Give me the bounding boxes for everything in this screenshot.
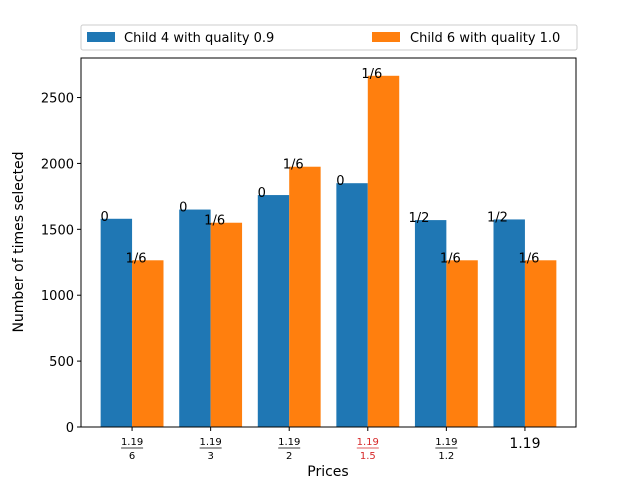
bar-series-1-cat-1 [100,218,133,427]
x-tick-label: 1.19 [509,436,540,452]
legend-frame [80,24,578,51]
bar-series-1-cat-3 [257,195,290,427]
bar-series-2-cat-3 [289,166,321,427]
bar-value-label-series-2-cat-2: 1/6 [204,214,225,229]
x-tick-label-denominator: 1.2 [438,451,454,462]
x-tick-label-denominator: 1.5 [360,451,376,462]
bar-series-1-cat-5 [414,220,447,427]
bar-series-1-cat-4 [336,183,368,427]
bar-value-label-series-2-cat-1: 1/6 [126,251,147,266]
x-tick-label-numerator: 1.19 [121,437,143,448]
x-tick-label-denominator: 6 [129,451,135,462]
x-tick-label-denominator: 3 [207,451,213,462]
y-tick-label: 1000 [41,289,74,304]
bar-series-2-cat-4 [367,75,400,427]
legend-label-series-2: Child 6 with quality 1.0 [410,31,560,46]
y-tick-label: 1500 [41,223,74,238]
y-tick-label: 0 [66,421,74,436]
bar-value-label-series-1-cat-5: 1/2 [408,211,429,226]
bar-value-label-series-2-cat-4: 1/6 [361,67,382,82]
y-axis: 0 500 1000 1500 2000 2500 [41,92,81,436]
x-tick-label-numerator: 1.19 [357,437,379,448]
bar-labels-layer: 0 0 0 0 1/2 1/2 1/6 1/6 1/6 1/6 1/6 1/6 [100,67,539,267]
bar-value-label-series-1-cat-4: 0 [336,174,344,189]
bar-value-label-series-2-cat-6: 1/6 [518,251,539,266]
x-tick-label-numerator: 1.19 [278,437,300,448]
bar-value-label-series-1-cat-1: 0 [100,210,108,225]
bar-value-label-series-2-cat-5: 1/6 [440,251,461,266]
y-tick-label: 2000 [41,157,74,172]
bar-series-2-cat-1 [132,260,164,427]
bar-series-2-cat-6 [524,260,557,427]
bar-value-label-series-1-cat-2: 0 [179,201,187,216]
bar-value-label-series-2-cat-3: 1/6 [283,158,304,173]
y-tick-label: 500 [49,355,74,370]
legend-swatch-series-2 [372,32,400,42]
legend-label-series-1: Child 4 with quality 0.9 [124,31,274,46]
y-axis-label: Number of times selected [11,151,27,332]
bar-series-2-cat-2 [210,222,243,427]
bars-layer [100,75,557,427]
plot-area-frame [80,57,577,428]
bar-value-label-series-1-cat-6: 1/2 [487,210,508,225]
x-tick-label-numerator: 1.19 [435,437,457,448]
x-axis: 1.19 6 1.19 3 1.19 2 1.19 1.5 1.19 1.2 1.19 [121,427,541,462]
bar-series-1-cat-2 [179,209,211,427]
bar-series-2-cat-5 [446,260,478,427]
bar-series-1-cat-6 [493,219,525,427]
bar-value-label-series-1-cat-3: 0 [258,186,266,201]
x-axis-label: Prices [307,464,348,480]
legend-swatch-series-1 [87,32,115,42]
y-tick-label: 2500 [41,92,74,107]
x-tick-label-numerator: 1.19 [200,437,222,448]
x-tick-label-denominator: 2 [286,451,292,462]
legend: Child 4 with quality 0.9 Child 6 with qu… [80,24,578,51]
